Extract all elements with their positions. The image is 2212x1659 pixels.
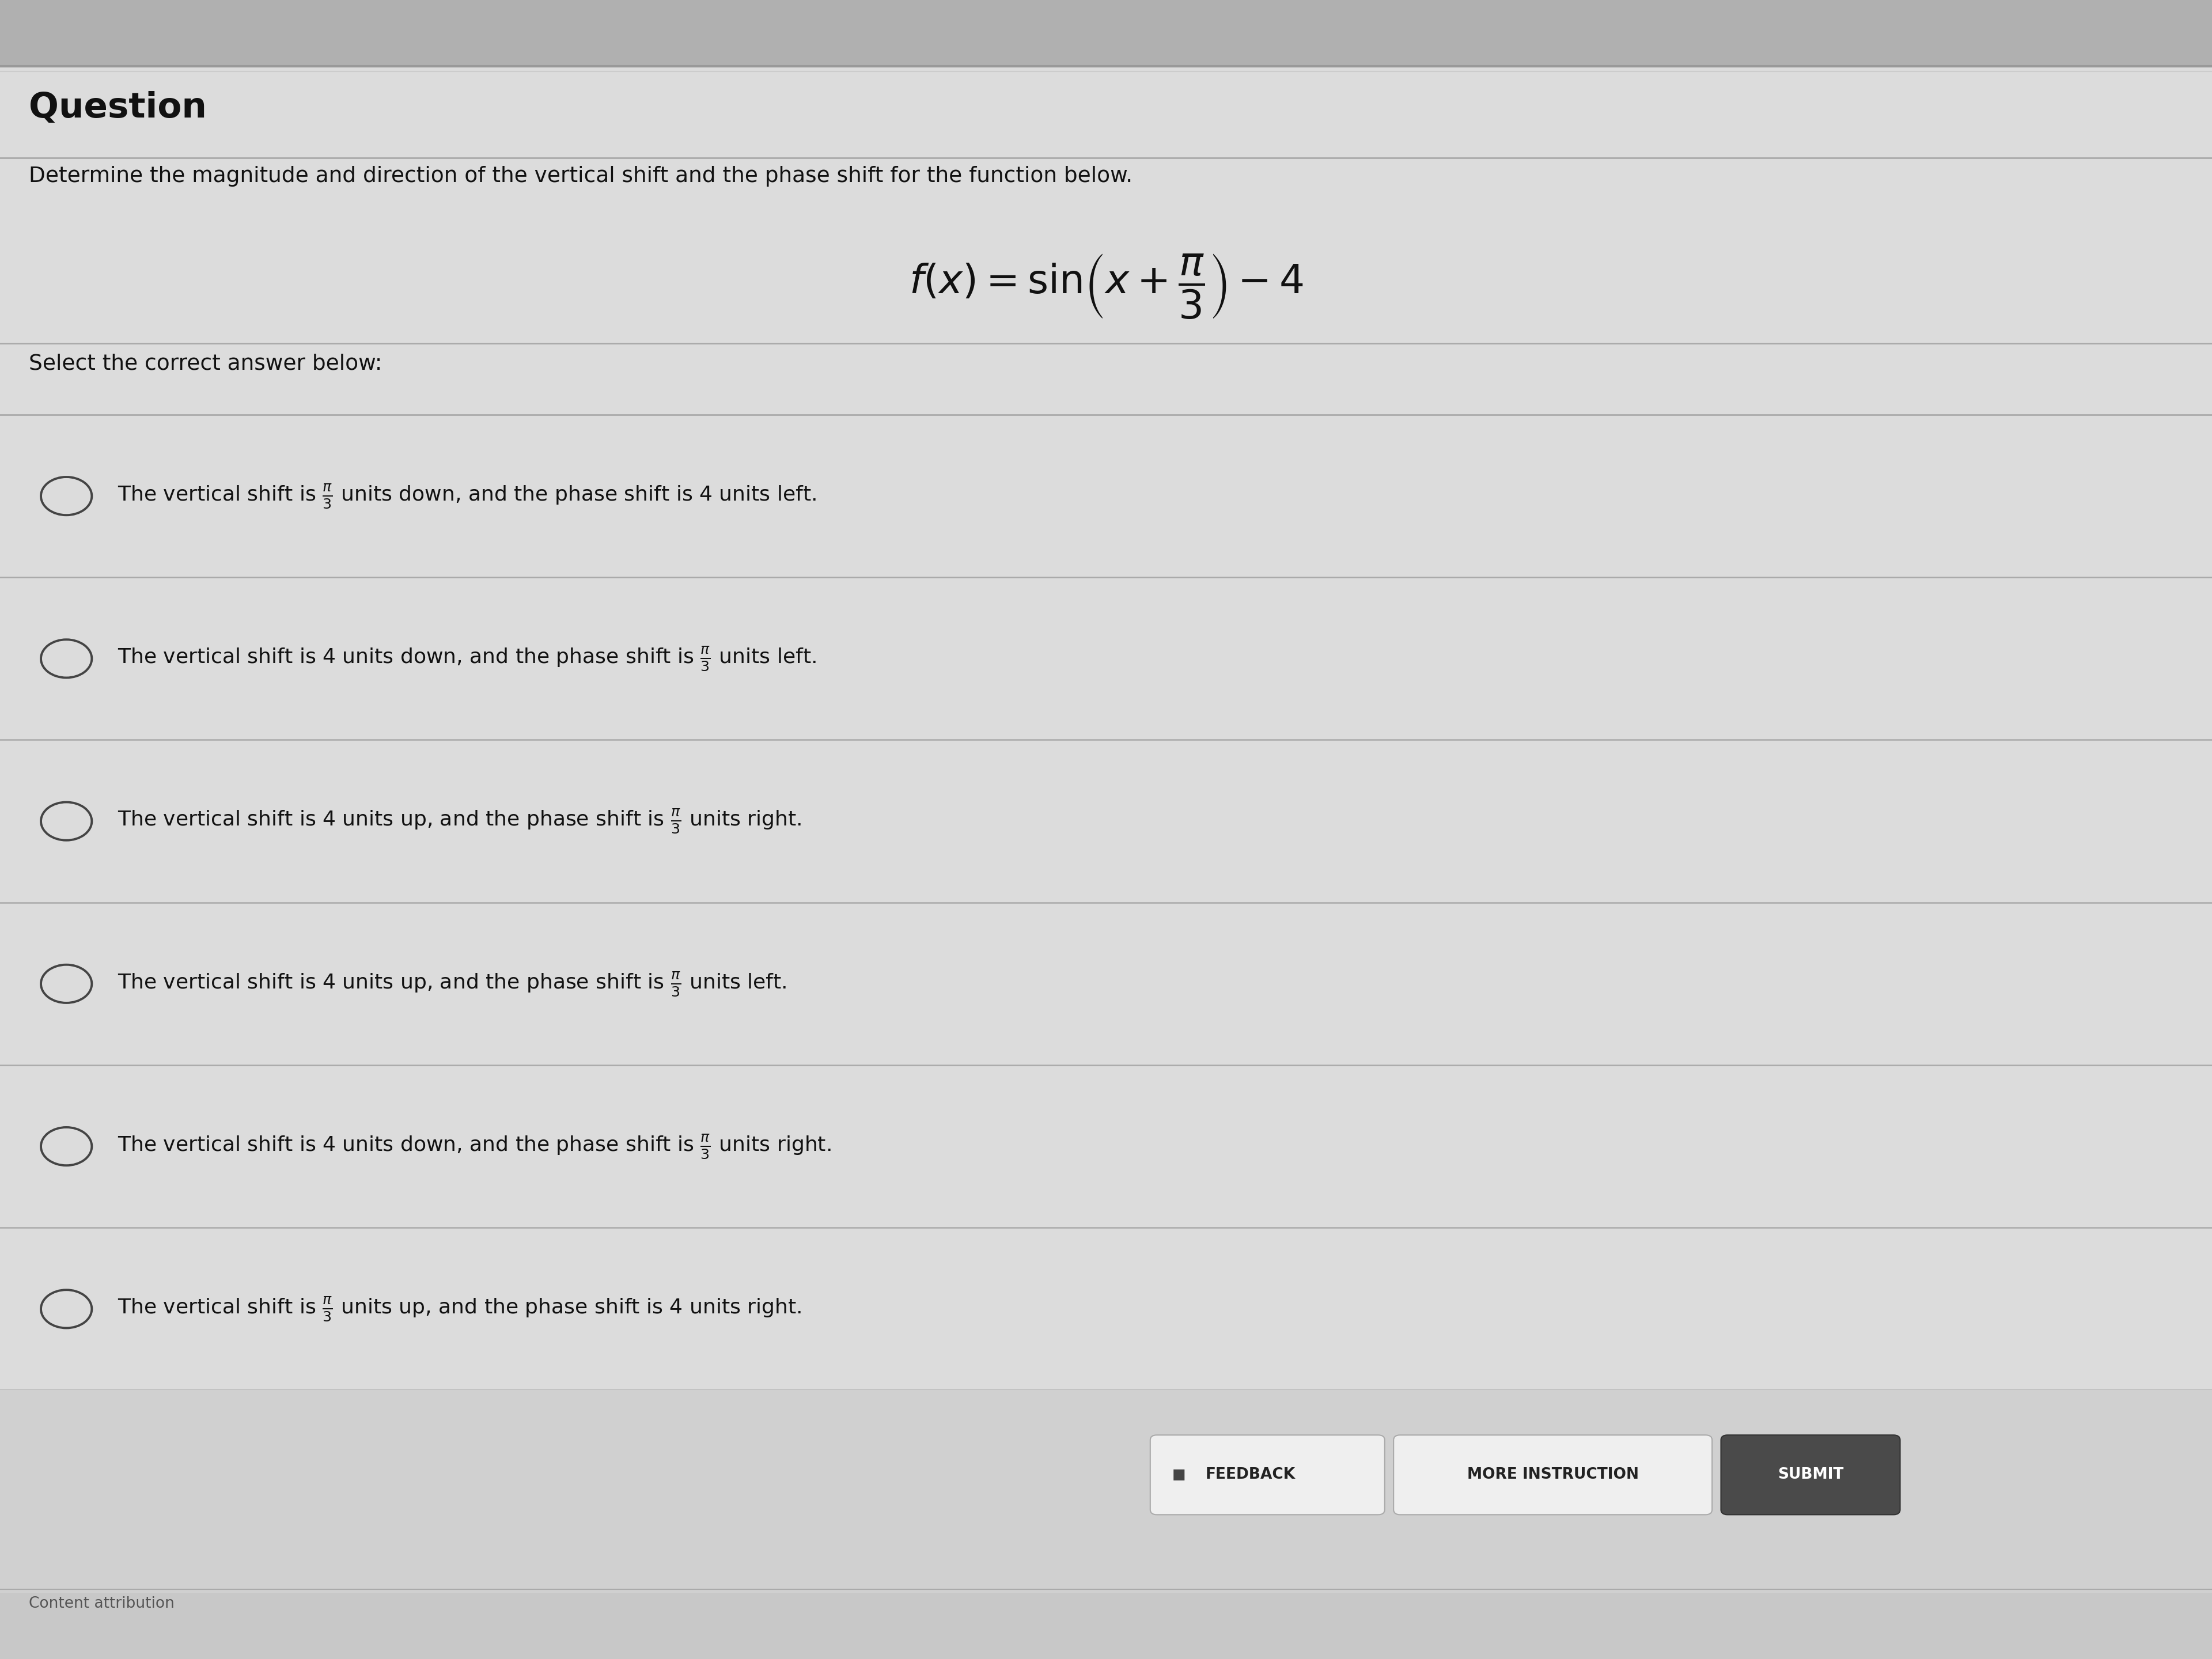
FancyBboxPatch shape bbox=[1150, 1435, 1385, 1515]
FancyBboxPatch shape bbox=[1394, 1435, 1712, 1515]
Text: FEEDBACK: FEEDBACK bbox=[1206, 1467, 1296, 1483]
Text: SUBMIT: SUBMIT bbox=[1778, 1467, 1843, 1483]
Text: The vertical shift is 4 units up, and the phase shift is $\frac{\pi}{3}$ units l: The vertical shift is 4 units up, and th… bbox=[117, 971, 785, 997]
Text: The vertical shift is 4 units down, and the phase shift is $\frac{\pi}{3}$ units: The vertical shift is 4 units down, and … bbox=[117, 645, 816, 672]
Text: $f(x) = \sin\!\left(x + \dfrac{\pi}{3}\right) - 4$: $f(x) = \sin\!\left(x + \dfrac{\pi}{3}\r… bbox=[909, 252, 1303, 320]
Bar bbox=[0, 1390, 2212, 1593]
Text: ■: ■ bbox=[1172, 1468, 1186, 1481]
Text: Question: Question bbox=[29, 91, 206, 124]
Text: The vertical shift is 4 units up, and the phase shift is $\frac{\pi}{3}$ units r: The vertical shift is 4 units up, and th… bbox=[117, 808, 801, 834]
Bar bbox=[0, 0, 2212, 66]
Text: The vertical shift is $\frac{\pi}{3}$ units up, and the phase shift is 4 units r: The vertical shift is $\frac{\pi}{3}$ un… bbox=[117, 1296, 801, 1322]
Text: Determine the magnitude and direction of the vertical shift and the phase shift : Determine the magnitude and direction of… bbox=[29, 166, 1133, 187]
Text: MORE INSTRUCTION: MORE INSTRUCTION bbox=[1467, 1467, 1639, 1483]
Text: The vertical shift is $\frac{\pi}{3}$ units down, and the phase shift is 4 units: The vertical shift is $\frac{\pi}{3}$ un… bbox=[117, 483, 816, 509]
Text: Select the correct answer below:: Select the correct answer below: bbox=[29, 353, 383, 375]
FancyBboxPatch shape bbox=[1721, 1435, 1900, 1515]
Text: Content attribution: Content attribution bbox=[29, 1596, 175, 1611]
Text: The vertical shift is 4 units down, and the phase shift is $\frac{\pi}{3}$ units: The vertical shift is 4 units down, and … bbox=[117, 1133, 832, 1160]
